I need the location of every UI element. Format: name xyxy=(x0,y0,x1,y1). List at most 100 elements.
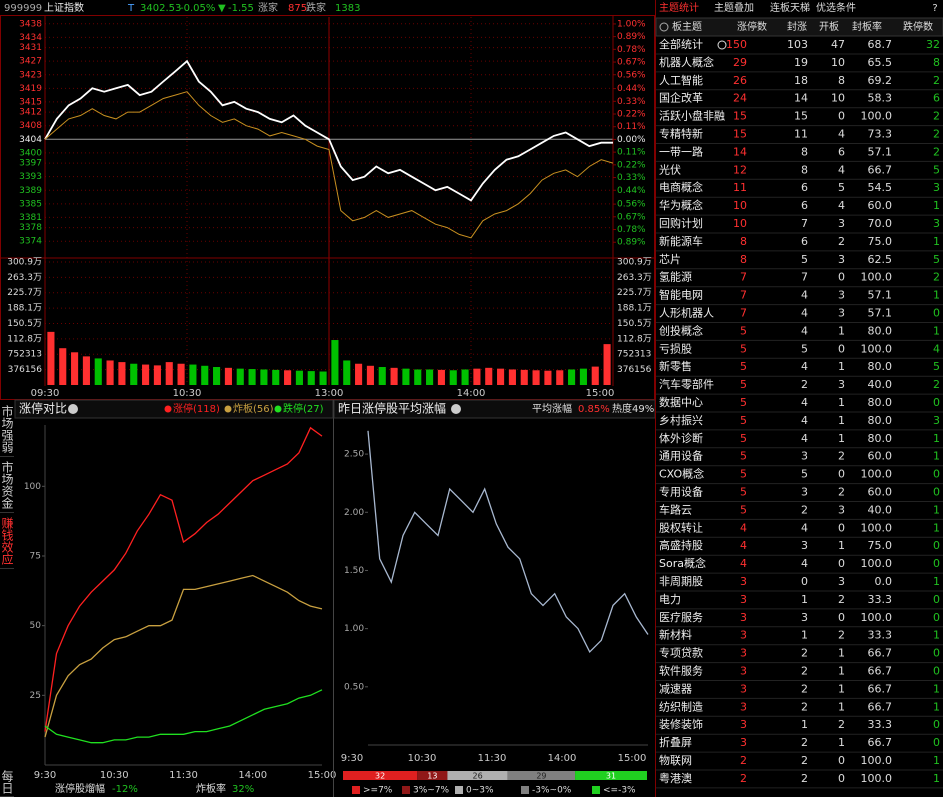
theme-name[interactable]: 高盛持股 xyxy=(659,538,703,552)
table-cell: 0 xyxy=(933,593,940,606)
theme-name[interactable]: Sora概念 xyxy=(659,556,706,570)
x-tick-label: 9:30 xyxy=(341,753,363,764)
table-cell: 1 xyxy=(838,324,845,337)
table-cell: 40.0 xyxy=(868,503,893,516)
legend-entry: 0~3% xyxy=(466,786,494,796)
theme-name[interactable]: 智能电网 xyxy=(659,288,703,302)
side-tab[interactable]: 市场资金 xyxy=(0,458,14,513)
theme-name[interactable]: 减速器 xyxy=(659,682,692,695)
theme-name[interactable]: 专用设备 xyxy=(659,485,703,499)
theme-name[interactable]: 创投概念 xyxy=(659,323,703,337)
column-header[interactable]: 封板率 xyxy=(852,20,882,33)
table-cell: 1 xyxy=(933,575,940,588)
table-cell: 3 xyxy=(740,682,747,695)
x-tick-label: 10:30 xyxy=(408,753,437,764)
table-cell: 54.5 xyxy=(868,181,893,194)
table-cell: 4 xyxy=(740,539,747,552)
theme-name[interactable]: 通用设备 xyxy=(659,449,703,463)
table-cell: 2 xyxy=(801,503,808,516)
theme-name[interactable]: 光伏 xyxy=(659,162,681,176)
y-tick-label: 300.9万 xyxy=(7,258,42,268)
legend-entry: 炸板(56) xyxy=(233,402,274,415)
theme-name[interactable]: 乡村振兴 xyxy=(659,413,703,427)
volume-bar xyxy=(544,370,552,385)
theme-name[interactable]: 回购计划 xyxy=(659,216,703,230)
theme-name[interactable]: 国企改革 xyxy=(659,91,703,105)
stat-label: 平均涨幅 xyxy=(532,402,572,415)
y-tick-label: 3412 xyxy=(19,108,42,118)
table-tab[interactable]: 主题统计 xyxy=(659,1,699,14)
theme-name[interactable]: 粤港澳 xyxy=(659,771,692,785)
theme-name[interactable]: 医疗服务 xyxy=(659,610,703,624)
y2-tick-label: 0.11% xyxy=(617,122,646,132)
y-tick-label: 100 xyxy=(24,482,41,492)
table-cell: 10 xyxy=(733,199,747,212)
table-cell: 7 xyxy=(801,271,808,284)
table-cell: 5 xyxy=(838,181,845,194)
table-tab[interactable]: 连板天梯 xyxy=(770,1,810,14)
theme-name[interactable]: 电商概念 xyxy=(659,180,703,194)
theme-name[interactable]: 人工智能 xyxy=(659,73,703,87)
table-cell: 5 xyxy=(740,396,747,409)
theme-name[interactable]: 全部统计 xyxy=(659,37,703,51)
theme-name[interactable]: 氢能源 xyxy=(659,270,692,284)
y2-tick-label: 0.22% xyxy=(617,110,646,120)
theme-name[interactable]: 亏损股 xyxy=(659,341,692,355)
column-header[interactable]: 板主题 xyxy=(672,20,702,33)
theme-name[interactable]: 新零售 xyxy=(659,359,692,373)
distribution-label: 13 xyxy=(427,772,437,781)
theme-name[interactable]: 新材料 xyxy=(659,628,692,642)
theme-name[interactable]: 芯片 xyxy=(659,252,681,266)
theme-name[interactable]: 非周期股 xyxy=(659,575,703,588)
theme-name[interactable]: 机器人概念 xyxy=(659,55,714,69)
theme-name[interactable]: 软件服务 xyxy=(659,664,703,678)
theme-name[interactable]: 一带一路 xyxy=(659,145,703,158)
table-cell: 0 xyxy=(838,110,845,123)
table-cell: 47 xyxy=(831,38,845,51)
column-header[interactable]: 涨停数 xyxy=(737,20,767,33)
side-tab[interactable]: 赚钱效应 xyxy=(0,514,14,569)
volume-bar xyxy=(284,370,292,385)
table-cell: 6 xyxy=(801,199,808,212)
help-icon[interactable]: ? xyxy=(932,3,937,14)
y2-tick-label: 0.67% xyxy=(617,212,646,222)
theme-name[interactable]: 专项贷款 xyxy=(659,646,703,660)
theme-name[interactable]: 新能源车 xyxy=(659,234,703,248)
table-cell: 1 xyxy=(838,682,845,695)
theme-name[interactable]: 装修装饰 xyxy=(659,717,703,731)
table-cell: 2 xyxy=(801,772,808,785)
y2-tick-label: 0.00% xyxy=(617,135,646,145)
volume-bar xyxy=(461,369,469,385)
y-tick-label: 225.7万 xyxy=(7,288,42,298)
side-tab[interactable]: 每日 xyxy=(0,768,14,797)
side-tab[interactable]: 市场强弱 xyxy=(0,402,14,457)
table-tab[interactable]: 主题叠加 xyxy=(714,2,754,14)
theme-name[interactable]: 汽车零部件 xyxy=(659,377,714,391)
table-tab[interactable]: 优选条件 xyxy=(816,1,856,14)
theme-name[interactable]: 数据中心 xyxy=(659,395,703,409)
theme-name[interactable]: 车路云 xyxy=(659,502,692,516)
theme-name[interactable]: 折叠屏 xyxy=(659,735,692,749)
theme-name[interactable]: 股权转让 xyxy=(659,520,703,534)
table-cell: 2 xyxy=(838,450,845,463)
theme-name[interactable]: 华为概念 xyxy=(659,198,703,212)
table-cell: 1 xyxy=(933,324,940,337)
table-cell: 70.0 xyxy=(868,217,893,230)
column-header[interactable]: 封涨 xyxy=(787,20,807,33)
column-header[interactable]: 开板 xyxy=(819,20,839,33)
theme-name[interactable]: 活跃小盘非融 xyxy=(659,109,725,123)
theme-name[interactable]: 专精特新 xyxy=(659,127,703,141)
volume-bar xyxy=(307,371,315,385)
table-cell: 2 xyxy=(801,754,808,767)
theme-name[interactable]: 人形机器人 xyxy=(659,306,714,320)
volume-bar xyxy=(378,367,386,385)
theme-name[interactable]: 物联网 xyxy=(659,753,692,767)
theme-name[interactable]: 体外诊断 xyxy=(659,431,703,445)
table-cell: 2 xyxy=(933,74,940,87)
column-header[interactable]: 跌停数 xyxy=(903,20,933,33)
table-cell: 100.0 xyxy=(861,772,893,785)
theme-name[interactable]: 电力 xyxy=(659,593,681,606)
volume-bar xyxy=(224,367,232,385)
theme-name[interactable]: CXO概念 xyxy=(659,467,704,481)
theme-name[interactable]: 纺织制造 xyxy=(659,699,703,713)
